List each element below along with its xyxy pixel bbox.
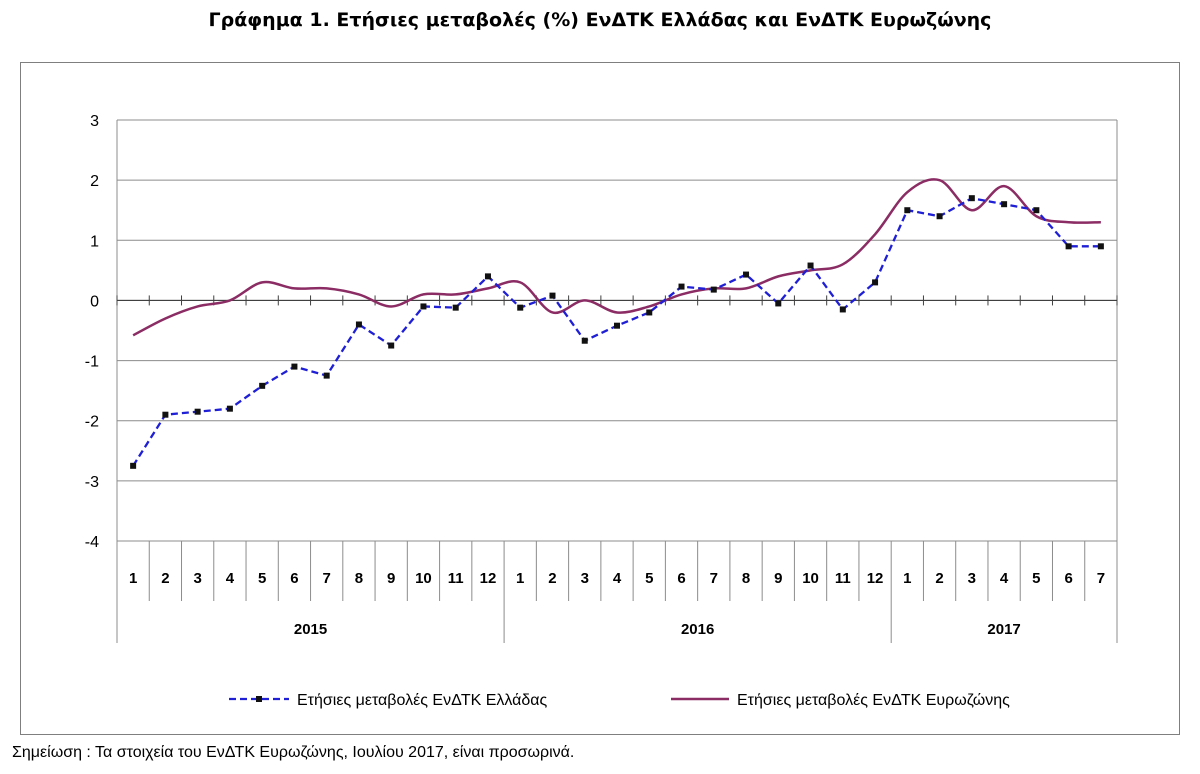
month-label: 12	[867, 570, 884, 587]
greece-data-point	[1097, 243, 1104, 250]
year-label: 2015	[294, 621, 327, 638]
month-label: 2	[935, 570, 943, 587]
greece-data-point	[484, 273, 491, 280]
month-label: 8	[742, 570, 750, 587]
month-label: 11	[448, 570, 464, 587]
greece-data-point	[743, 271, 750, 278]
y-tick-label: -1	[85, 354, 99, 371]
month-label: 6	[677, 570, 685, 587]
month-label: 9	[387, 570, 395, 587]
month-label: 12	[480, 570, 497, 587]
month-label: 1	[516, 570, 524, 587]
month-label: 7	[1097, 570, 1105, 587]
greece-data-point	[517, 304, 524, 311]
month-label: 6	[1064, 570, 1072, 587]
month-label: 8	[355, 570, 363, 587]
month-label: 3	[193, 570, 201, 587]
greece-data-point	[291, 363, 298, 370]
greece-data-point	[259, 382, 266, 389]
greece-series-line	[132, 196, 1101, 467]
year-label: 2016	[681, 621, 714, 638]
month-label: 5	[258, 570, 266, 587]
series-layer	[130, 178, 1104, 469]
footnote: Σημείωση : Τα στοιχεία του ΕνΔΤΚ Ευρωζών…	[12, 744, 575, 761]
greece-data-point	[614, 322, 620, 329]
month-label: 6	[290, 570, 298, 587]
month-label: 9	[774, 570, 782, 587]
month-label: 4	[1000, 570, 1009, 587]
greece-data-point	[1001, 201, 1008, 208]
legend: Ετήσιες μεταβολές ΕνΔΤΚ Ελλάδας Ετήσιες μ…	[229, 692, 1010, 709]
greece-data-point	[162, 411, 169, 418]
month-label: 1	[903, 570, 911, 587]
greece-data-point	[968, 195, 975, 202]
month-label: 3	[581, 570, 589, 587]
greece-data-point	[355, 321, 362, 328]
greece-data-point	[549, 292, 556, 299]
greece-data-point	[226, 405, 233, 412]
greece-data-point	[872, 279, 879, 286]
greece-data-point	[420, 303, 427, 310]
greece-data-point	[452, 304, 459, 311]
greece-data-point	[936, 213, 943, 220]
greece-data-point	[839, 306, 846, 313]
month-label: 5	[1032, 570, 1040, 587]
month-label: 10	[415, 570, 432, 587]
month-label: 11	[835, 570, 851, 587]
legend-greece-label: Ετήσιες μεταβολές ΕνΔΤΚ Ελλάδας	[297, 692, 548, 709]
greece-data-point	[646, 309, 653, 316]
month-label: 7	[710, 570, 718, 587]
greece-data-point	[323, 372, 330, 379]
eurozone-series-line	[132, 178, 1101, 337]
greece-data-point	[388, 342, 395, 349]
y-tick-label: -3	[85, 474, 99, 491]
month-label: 4	[613, 570, 622, 587]
month-label: 2	[161, 570, 169, 587]
y-tick-label: 1	[90, 233, 99, 250]
greece-data-point	[1033, 207, 1040, 214]
month-label: 10	[802, 570, 819, 587]
legend-eurozone-label: Ετήσιες μεταβολές ΕνΔΤΚ Ευρωζώνης	[737, 692, 1010, 709]
chart-title: Γράφημα 1. Ετήσιες μεταβολές (%) ΕνΔΤΚ Ε…	[208, 9, 992, 31]
month-label: 4	[226, 570, 235, 587]
month-label: 2	[548, 570, 556, 587]
month-label: 5	[645, 570, 653, 587]
y-tick-label: 2	[90, 173, 99, 190]
greece-data-point	[194, 408, 201, 415]
greece-data-point	[678, 283, 685, 290]
month-label: 1	[129, 570, 137, 587]
month-label: 3	[968, 570, 976, 587]
greece-data-point	[807, 262, 814, 269]
y-tick-label: -4	[85, 534, 99, 551]
y-tick-label: -2	[85, 414, 99, 431]
grid-layer	[116, 119, 1118, 542]
greece-data-point	[130, 462, 137, 469]
greece-data-point	[775, 300, 782, 307]
month-label: 7	[323, 570, 331, 587]
greece-data-point	[710, 286, 717, 293]
greece-data-point	[1065, 243, 1072, 250]
year-label: 2017	[987, 621, 1020, 638]
greece-data-point	[581, 337, 588, 344]
greece-data-point	[904, 207, 911, 214]
y-tick-label: 3	[90, 113, 99, 130]
legend-greece-marker	[256, 696, 262, 702]
y-tick-label: 0	[90, 293, 99, 310]
chart-frame: 3 2 1 0 -1 -2 -3 -4 1 2 3 4 5 6 7 8 9 10 11 12 1 2 3 4 5 6 7 8 9 10 11…	[20, 62, 1180, 735]
